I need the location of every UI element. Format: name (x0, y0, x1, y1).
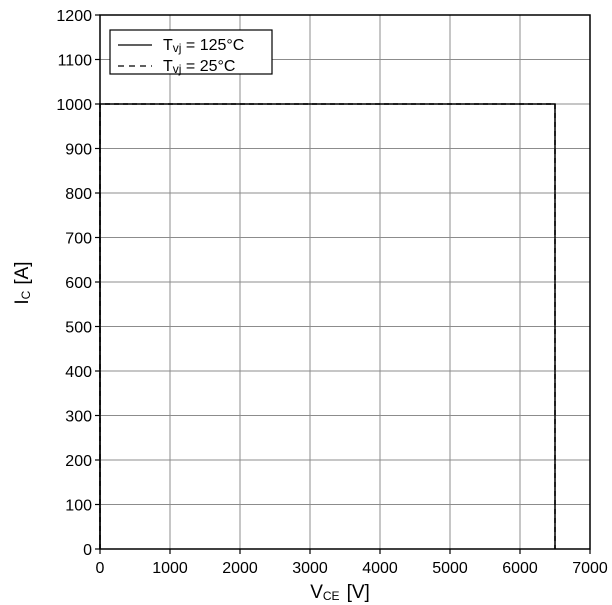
legend-label-125c-rest: = 125°C (181, 37, 244, 54)
y-tick-labels: 0 100 200 300 400 500 600 700 800 900 1000 1100 1200 (56, 8, 92, 559)
x-tick-label-2000: 2000 (222, 560, 258, 577)
y-axis-title-sub: C (19, 290, 33, 299)
y-tick-label-500: 500 (65, 320, 92, 337)
y-tick-label-800: 800 (65, 186, 92, 203)
y-axis-title: IC [A] (12, 261, 33, 304)
x-tick-label-6000: 6000 (502, 560, 538, 577)
y-axis-title-main: I (12, 299, 33, 304)
legend: Tvj = 125°C Tvj = 25°C (109, 29, 273, 76)
x-tick-label-1000: 1000 (152, 560, 188, 577)
legend-label-25c-main: T (163, 58, 173, 75)
y-tick-label-200: 200 (65, 453, 92, 470)
x-tick-label-3000: 3000 (292, 560, 328, 577)
legend-label-125c-main: T (163, 37, 173, 54)
x-axis-title: VCE [V] (310, 582, 370, 603)
x-axis-title-sub: CE (323, 589, 340, 603)
legend-label-25c-rest: = 25°C (181, 58, 235, 75)
tick-marks (95, 14, 591, 554)
x-tick-label-5000: 5000 (432, 560, 468, 577)
y-tick-label-900: 900 (65, 142, 92, 159)
x-axis-title-main: V (310, 582, 323, 603)
y-tick-label-1200: 1200 (56, 8, 92, 25)
legend-label-25c: Tvj = 25°C (163, 58, 235, 76)
y-tick-label-0: 0 (83, 542, 92, 559)
x-tick-label-4000: 4000 (362, 560, 398, 577)
y-axis-title-unit: [A] (12, 261, 33, 284)
y-tick-label-600: 600 (65, 275, 92, 292)
y-tick-label-400: 400 (65, 364, 92, 381)
y-tick-label-100: 100 (65, 498, 92, 515)
legend-label-25c-sub: vj (173, 62, 182, 76)
x-axis-title-unit: [V] (347, 582, 370, 603)
y-tick-label-700: 700 (65, 231, 92, 248)
x-tick-label-0: 0 (96, 560, 105, 577)
y-tick-label-1100: 1100 (58, 53, 93, 70)
y-tick-label-1000: 1000 (56, 97, 92, 114)
grid (100, 15, 590, 549)
x-tick-labels: 0 1000 2000 3000 4000 5000 6000 7000 (96, 560, 608, 577)
legend-label-125c: Tvj = 125°C (163, 37, 244, 55)
y-tick-label-300: 300 (65, 409, 92, 426)
legend-label-125c-sub: vj (173, 41, 182, 55)
legend-box (109, 29, 273, 75)
x-tick-label-7000: 7000 (572, 560, 608, 577)
